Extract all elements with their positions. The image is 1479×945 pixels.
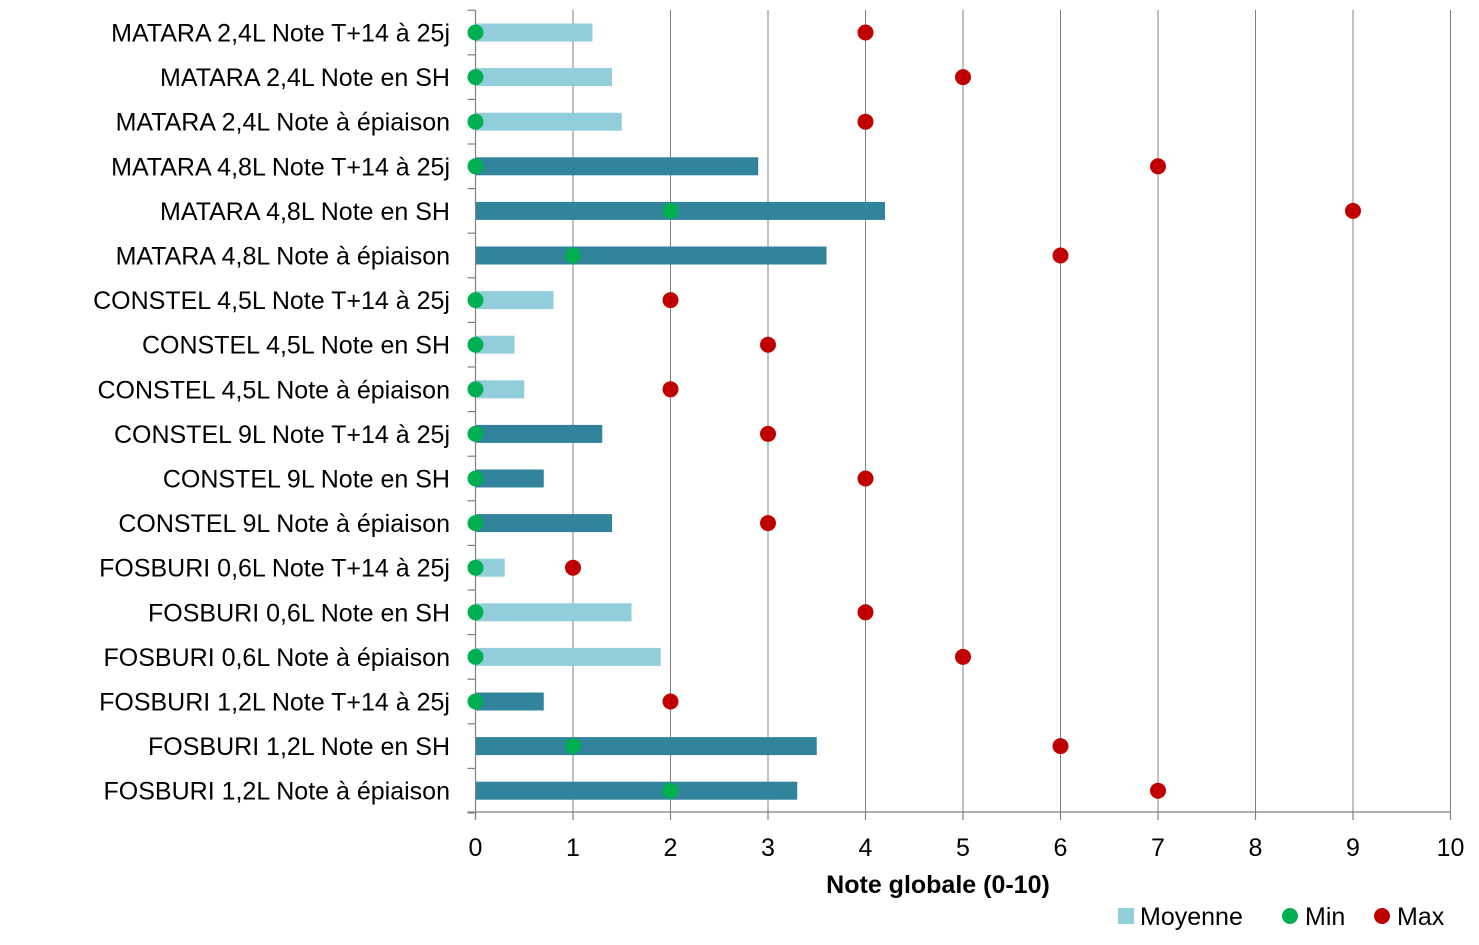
- bars: [475, 23, 885, 800]
- category-label: FOSBURI 0,6L Note en SH: [148, 599, 450, 627]
- x-tick-label: 5: [956, 834, 970, 862]
- gridlines: [572, 10, 1451, 812]
- moyenne-bar: [475, 335, 515, 354]
- max-marker: [662, 381, 679, 398]
- max-marker: [760, 515, 776, 532]
- category-label: FOSBURI 0,6L Note à épiaison: [104, 644, 450, 672]
- max-marker: [1150, 158, 1166, 175]
- min-marker: [662, 782, 679, 799]
- min-marker: [467, 693, 484, 710]
- x-tick-label: 10: [1437, 834, 1465, 862]
- min-marker: [467, 336, 484, 353]
- category-label: MATARA 4,8L Note en SH: [160, 198, 450, 226]
- legend: Moyenne Min Max: [1118, 903, 1445, 931]
- category-label: CONSTEL 9L Note en SH: [163, 466, 450, 494]
- category-label: CONSTEL 9L Note T+14 à 25j: [114, 421, 450, 449]
- min-marker: [467, 559, 484, 576]
- x-axis: [467, 9, 1452, 820]
- category-label: CONSTEL 4,5L Note à épiaison: [97, 376, 450, 404]
- legend-swatch-min: [1282, 908, 1298, 924]
- category-label: MATARA 4,8L Note à épiaison: [116, 243, 450, 271]
- min-marker: [467, 425, 484, 442]
- moyenne-bar: [475, 737, 817, 756]
- category-label: FOSBURI 0,6L Note T+14 à 25j: [99, 555, 450, 583]
- category-label: CONSTEL 4,5L Note T+14 à 25j: [93, 287, 450, 315]
- markers: [467, 24, 1361, 799]
- legend-label-max: Max: [1397, 903, 1445, 931]
- legend-label-moyenne: Moyenne: [1140, 903, 1243, 931]
- tick-labels: 0 1 2 3 4 5 6 7 8 9 10: [469, 834, 1465, 862]
- max-marker: [1052, 738, 1069, 755]
- moyenne-bar: [475, 201, 885, 220]
- moyenne-bar: [475, 424, 603, 443]
- min-marker: [467, 604, 484, 621]
- min-marker: [565, 247, 581, 264]
- min-marker: [467, 24, 484, 41]
- moyenne-bar: [475, 68, 612, 87]
- x-tick-label: 9: [1346, 834, 1360, 862]
- legend-swatch-moyenne: [1118, 908, 1134, 924]
- min-marker: [467, 648, 484, 665]
- moyenne-bar: [475, 112, 622, 131]
- x-tick-label: 6: [1054, 834, 1068, 862]
- moyenne-bar: [475, 23, 593, 42]
- category-label: FOSBURI 1,2L Note en SH: [148, 733, 450, 761]
- category-label: FOSBURI 1,2L Note à épiaison: [104, 778, 450, 806]
- max-marker: [955, 69, 971, 86]
- max-marker: [955, 648, 971, 665]
- min-marker: [467, 158, 484, 175]
- category-label: CONSTEL 9L Note à épiaison: [118, 510, 450, 538]
- legend-swatch-max: [1374, 908, 1390, 924]
- legend-label-min: Min: [1305, 903, 1345, 931]
- max-marker: [1052, 247, 1069, 264]
- x-tick-label: 8: [1249, 834, 1263, 862]
- x-axis-title: Note globale (0-10): [826, 871, 1050, 899]
- x-tick-label: 4: [859, 834, 873, 862]
- moyenne-bar: [475, 781, 798, 800]
- moyenne-bar: [475, 291, 554, 310]
- category-label: MATARA 2,4L Note T+14 à 25j: [111, 20, 450, 48]
- max-marker: [662, 693, 679, 710]
- category-label: FOSBURI 1,2L Note T+14 à 25j: [99, 689, 450, 717]
- max-marker: [857, 470, 874, 487]
- min-marker: [467, 113, 484, 130]
- max-marker: [760, 425, 776, 442]
- min-marker: [467, 292, 484, 309]
- max-marker: [1150, 782, 1166, 799]
- category-label: MATARA 2,4L Note en SH: [160, 64, 450, 92]
- x-tick-label: 2: [664, 834, 678, 862]
- moyenne-bar: [475, 514, 612, 533]
- moyenne-bar: [475, 692, 544, 711]
- moyenne-bar: [475, 380, 525, 399]
- max-marker: [857, 113, 874, 130]
- max-marker: [565, 559, 581, 576]
- x-tick-label: 1: [566, 834, 580, 862]
- max-marker: [857, 24, 874, 41]
- moyenne-bar: [475, 558, 505, 577]
- min-marker: [662, 202, 679, 219]
- category-label: MATARA 2,4L Note à épiaison: [116, 109, 450, 137]
- min-marker: [467, 515, 484, 532]
- moyenne-bar: [475, 647, 661, 666]
- max-marker: [662, 292, 679, 309]
- min-marker: [467, 470, 484, 487]
- category-label: CONSTEL 4,5L Note en SH: [142, 332, 450, 360]
- x-tick-label: 3: [761, 834, 775, 862]
- category-label: MATARA 4,8L Note T+14 à 25j: [111, 153, 450, 181]
- moyenne-bar: [475, 246, 827, 265]
- x-tick-label: 0: [469, 834, 483, 862]
- category-labels: MATARA 2,4L Note T+14 à 25j MATARA 2,4L N…: [93, 20, 450, 806]
- x-tick-label: 7: [1151, 834, 1165, 862]
- min-marker: [565, 738, 581, 755]
- moyenne-bar: [475, 469, 544, 488]
- max-marker: [760, 336, 776, 353]
- min-marker: [467, 69, 484, 86]
- max-marker: [1345, 202, 1361, 219]
- max-marker: [857, 604, 874, 621]
- moyenne-bar: [475, 603, 632, 622]
- moyenne-bar: [475, 157, 759, 176]
- min-marker: [467, 381, 484, 398]
